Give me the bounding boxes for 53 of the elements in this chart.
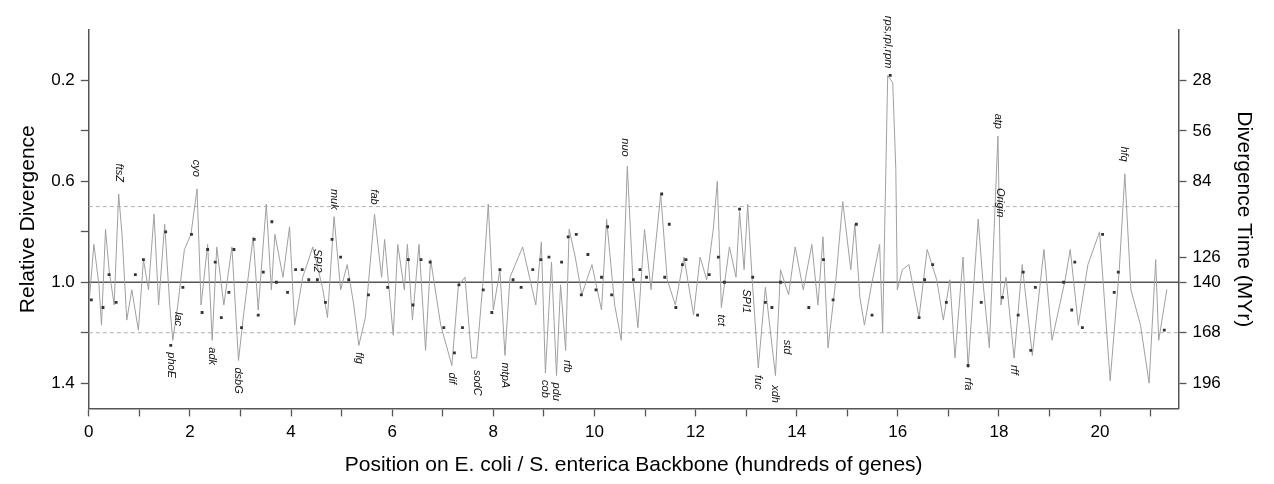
annotation: pdu bbox=[551, 381, 564, 401]
y-tick-label: 1.0 bbox=[51, 271, 75, 291]
y2-tick-label: 126 bbox=[1192, 246, 1221, 266]
annotation: adk bbox=[207, 347, 220, 366]
x-tick-label: 6 bbox=[387, 422, 397, 442]
annotation: SPI1 bbox=[741, 289, 754, 314]
annotation: tct bbox=[716, 314, 729, 328]
y-tick-label: 1.4 bbox=[51, 372, 75, 392]
x-tick-label: 10 bbox=[584, 422, 604, 442]
annotation: fab bbox=[369, 189, 382, 205]
annotation: rps,rpl,rpm bbox=[882, 15, 895, 69]
annotation: mtpA bbox=[499, 362, 512, 389]
annotation: dsbG bbox=[233, 367, 246, 395]
y-tick-label: 0.2 bbox=[51, 70, 75, 90]
y-axis-title: Relative Divergence bbox=[15, 125, 39, 314]
annotation: sodC bbox=[472, 369, 485, 396]
annotation: std bbox=[781, 339, 794, 356]
y2-tick-label: 28 bbox=[1192, 70, 1212, 90]
x-tick-label: 12 bbox=[686, 422, 706, 442]
annotation: rfb bbox=[561, 359, 574, 373]
x-tick-label: 2 bbox=[185, 422, 195, 442]
annotation: cyo bbox=[190, 159, 203, 177]
x-tick-label: 16 bbox=[888, 422, 908, 442]
x-axis-title: Position on E. coli / S. enterica Backbone (hundreds of genes) bbox=[344, 452, 923, 476]
annotation: rff bbox=[1009, 364, 1022, 376]
annotation: SPI2 bbox=[312, 248, 325, 273]
annotation: rfa bbox=[963, 377, 976, 391]
annotation: ftsZ bbox=[114, 163, 127, 184]
y2-tick-label: 168 bbox=[1192, 322, 1221, 342]
annotation: flg bbox=[353, 352, 366, 365]
annotation: Origin bbox=[995, 187, 1008, 218]
y-tick-label: 0.6 bbox=[51, 171, 75, 191]
y2-tick-label: 84 bbox=[1192, 171, 1212, 191]
annotation: xdh bbox=[770, 384, 783, 403]
annotation: muk bbox=[328, 188, 341, 211]
x-tick-label: 20 bbox=[1090, 422, 1110, 442]
x-tick-label: 0 bbox=[84, 422, 94, 442]
annotation: atp bbox=[992, 113, 1005, 129]
annotation: fuc bbox=[753, 375, 766, 391]
x-tick-label: 4 bbox=[286, 422, 296, 442]
x-tick-label: 18 bbox=[989, 422, 1009, 442]
annotation: dif bbox=[446, 372, 459, 386]
y2-tick-label: 56 bbox=[1192, 120, 1212, 140]
y2-tick-label: 196 bbox=[1192, 372, 1221, 392]
annotation: lac bbox=[172, 311, 185, 327]
x-tick-label: 8 bbox=[488, 422, 499, 442]
y2-tick-label: 140 bbox=[1192, 271, 1221, 291]
annotation: nuo bbox=[619, 138, 632, 157]
annotation: cob bbox=[540, 380, 553, 398]
annotation: phoE bbox=[165, 351, 178, 379]
x-tick-label: 14 bbox=[787, 422, 807, 442]
annotation: hfq bbox=[1118, 146, 1131, 163]
y2-axis-title: Divergence Time (MYr) bbox=[1233, 111, 1257, 328]
